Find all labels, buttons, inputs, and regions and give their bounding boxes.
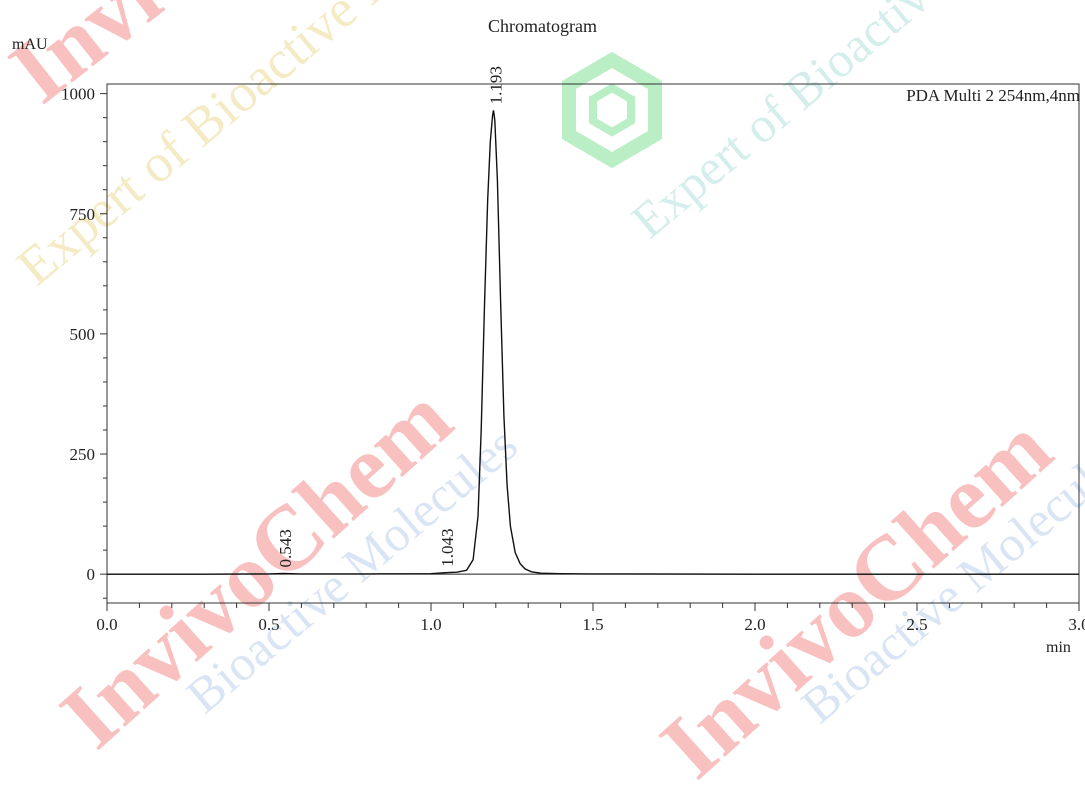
- x-tick-label: 2.5: [906, 615, 927, 634]
- chromatogram-trace: [107, 110, 1079, 575]
- peak-label: 0.543: [276, 529, 295, 567]
- y-tick-label: 1000: [61, 85, 95, 104]
- chromatogram-plot: 0 250 500 750 1000 0.0 0.5 1.0 1.5 2.0 2.5 3.0 0.543…: [61, 66, 1085, 634]
- x-tick-label: 0.5: [258, 615, 279, 634]
- x-tick-label: 3.0: [1068, 615, 1085, 634]
- plot-frame: [106, 83, 1080, 604]
- x-tick-label: 1.0: [420, 615, 441, 634]
- y-tick-label: 250: [70, 445, 96, 464]
- x-axis-unit: min: [1046, 639, 1071, 656]
- y-tick-label: 500: [70, 325, 96, 344]
- x-tick-label: 1.5: [582, 615, 603, 634]
- watermark-logo: [562, 51, 662, 169]
- y-axis-unit: mAU: [12, 36, 48, 53]
- chart-title: Chromatogram: [488, 16, 597, 36]
- x-tick-label: 0.0: [96, 615, 117, 634]
- legend-label: PDA Multi 2 254nm,4nm: [906, 86, 1080, 105]
- y-tick-label: 750: [70, 205, 96, 224]
- x-tick-label: 2.0: [744, 615, 765, 634]
- y-tick-label: 0: [87, 565, 96, 584]
- peak-label: 1.043: [438, 528, 457, 566]
- peak-label: 1.193: [487, 66, 506, 104]
